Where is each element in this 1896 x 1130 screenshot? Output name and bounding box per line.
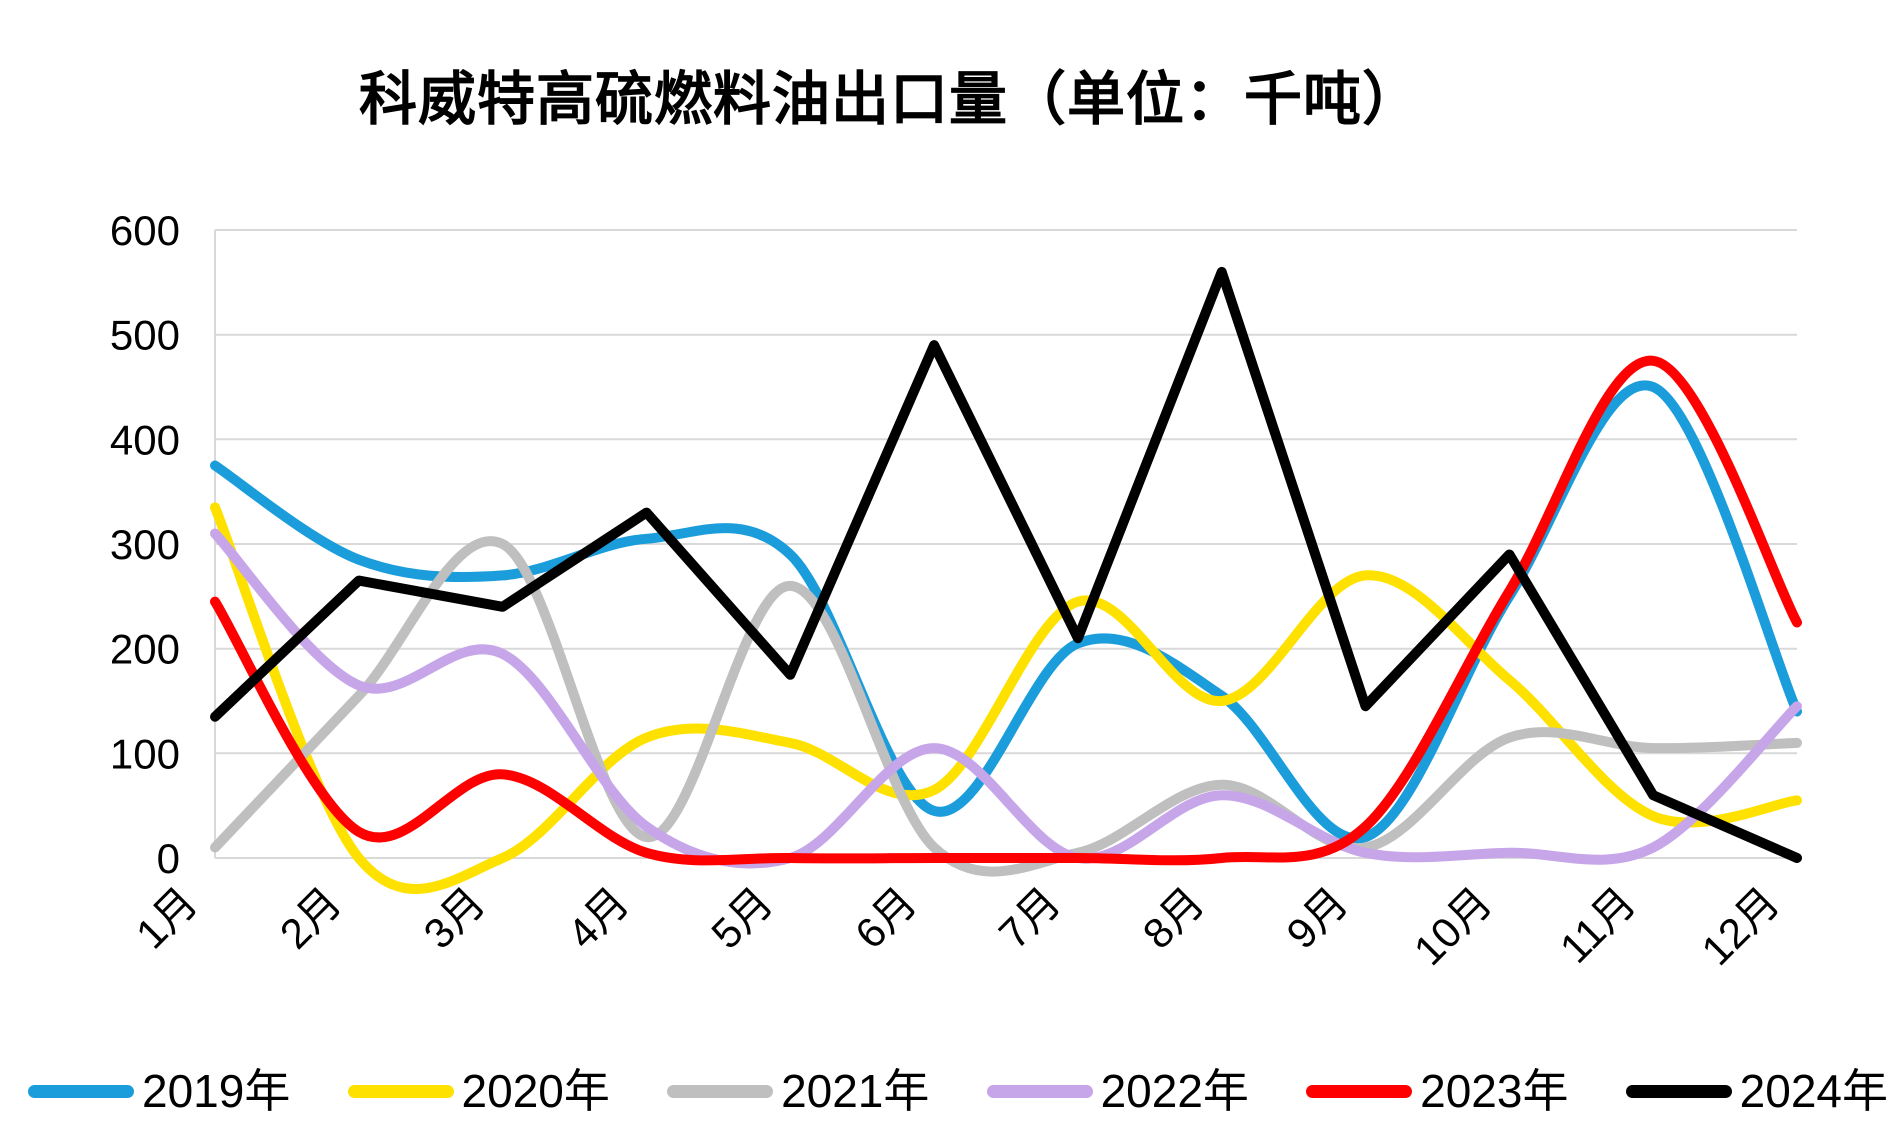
series-line-2020年 (210, 502, 1802, 894)
legend-label-2021年: 2021年 (781, 1065, 930, 1117)
x-tick-label-4: 4月 (558, 878, 637, 957)
legend-label-2022年: 2022年 (1100, 1065, 1249, 1117)
y-tick-label-300: 300 (110, 521, 180, 568)
y-tick-label-500: 500 (110, 312, 180, 359)
legend-label-2024年: 2024年 (1739, 1065, 1888, 1117)
x-tick-label-11: 11月 (1551, 878, 1645, 972)
x-tick-label-7: 7月 (990, 878, 1069, 957)
y-tick-label-400: 400 (110, 416, 180, 463)
series-line-2019年 (210, 380, 1802, 844)
legend-marker-2021年 (667, 1084, 774, 1098)
legend-item-2024年: 2024年 (1625, 1065, 1888, 1117)
x-tick-label-12: 12月 (1692, 878, 1788, 974)
y-tick-label-600: 600 (110, 207, 180, 254)
legend-marker-2024年 (1625, 1084, 1732, 1098)
y-tick-label-200: 200 (110, 626, 180, 673)
legend-label-2019年: 2019年 (142, 1065, 291, 1117)
x-tick-label-2: 2月 (271, 878, 350, 957)
legend-label-2020年: 2020年 (461, 1065, 610, 1117)
series-line-2021年 (210, 536, 1802, 877)
legend-marker-2020年 (347, 1084, 454, 1098)
legend-marker-2023年 (1306, 1084, 1413, 1098)
x-tick-label-10: 10月 (1405, 878, 1501, 974)
y-tick-label-100: 100 (110, 730, 180, 777)
series-line-2022年 (210, 528, 1802, 869)
x-tick-label-8: 8月 (1134, 878, 1213, 957)
series-line-2024年 (210, 266, 1802, 863)
series-line-2023年 (210, 355, 1802, 866)
legend-marker-2022年 (986, 1084, 1093, 1098)
legend-marker-2019年 (28, 1084, 134, 1098)
legend-item-2020年: 2020年 (347, 1065, 610, 1117)
legend-item-2021年: 2021年 (667, 1068, 929, 1114)
chart-legend: 2019年 2020年 2021年 2022年 2023年 2024年 (28, 1068, 1888, 1114)
chart-title: 科威特高硫燃料油出口量（单位：千吨） (358, 67, 1421, 132)
x-tick-label-6: 6月 (846, 878, 925, 957)
legend-item-2019年: 2019年 (28, 1068, 290, 1114)
legend-item-2022年: 2022年 (986, 1065, 1249, 1117)
legend-item-2023年: 2023年 (1306, 1068, 1568, 1114)
x-tick-label-5: 5月 (702, 878, 781, 957)
x-tick-label-1: 1月 (127, 878, 206, 957)
legend-label-2023年: 2023年 (1420, 1065, 1569, 1117)
y-tick-label-0: 0 (157, 835, 180, 882)
x-tick-label-9: 9月 (1277, 878, 1356, 957)
